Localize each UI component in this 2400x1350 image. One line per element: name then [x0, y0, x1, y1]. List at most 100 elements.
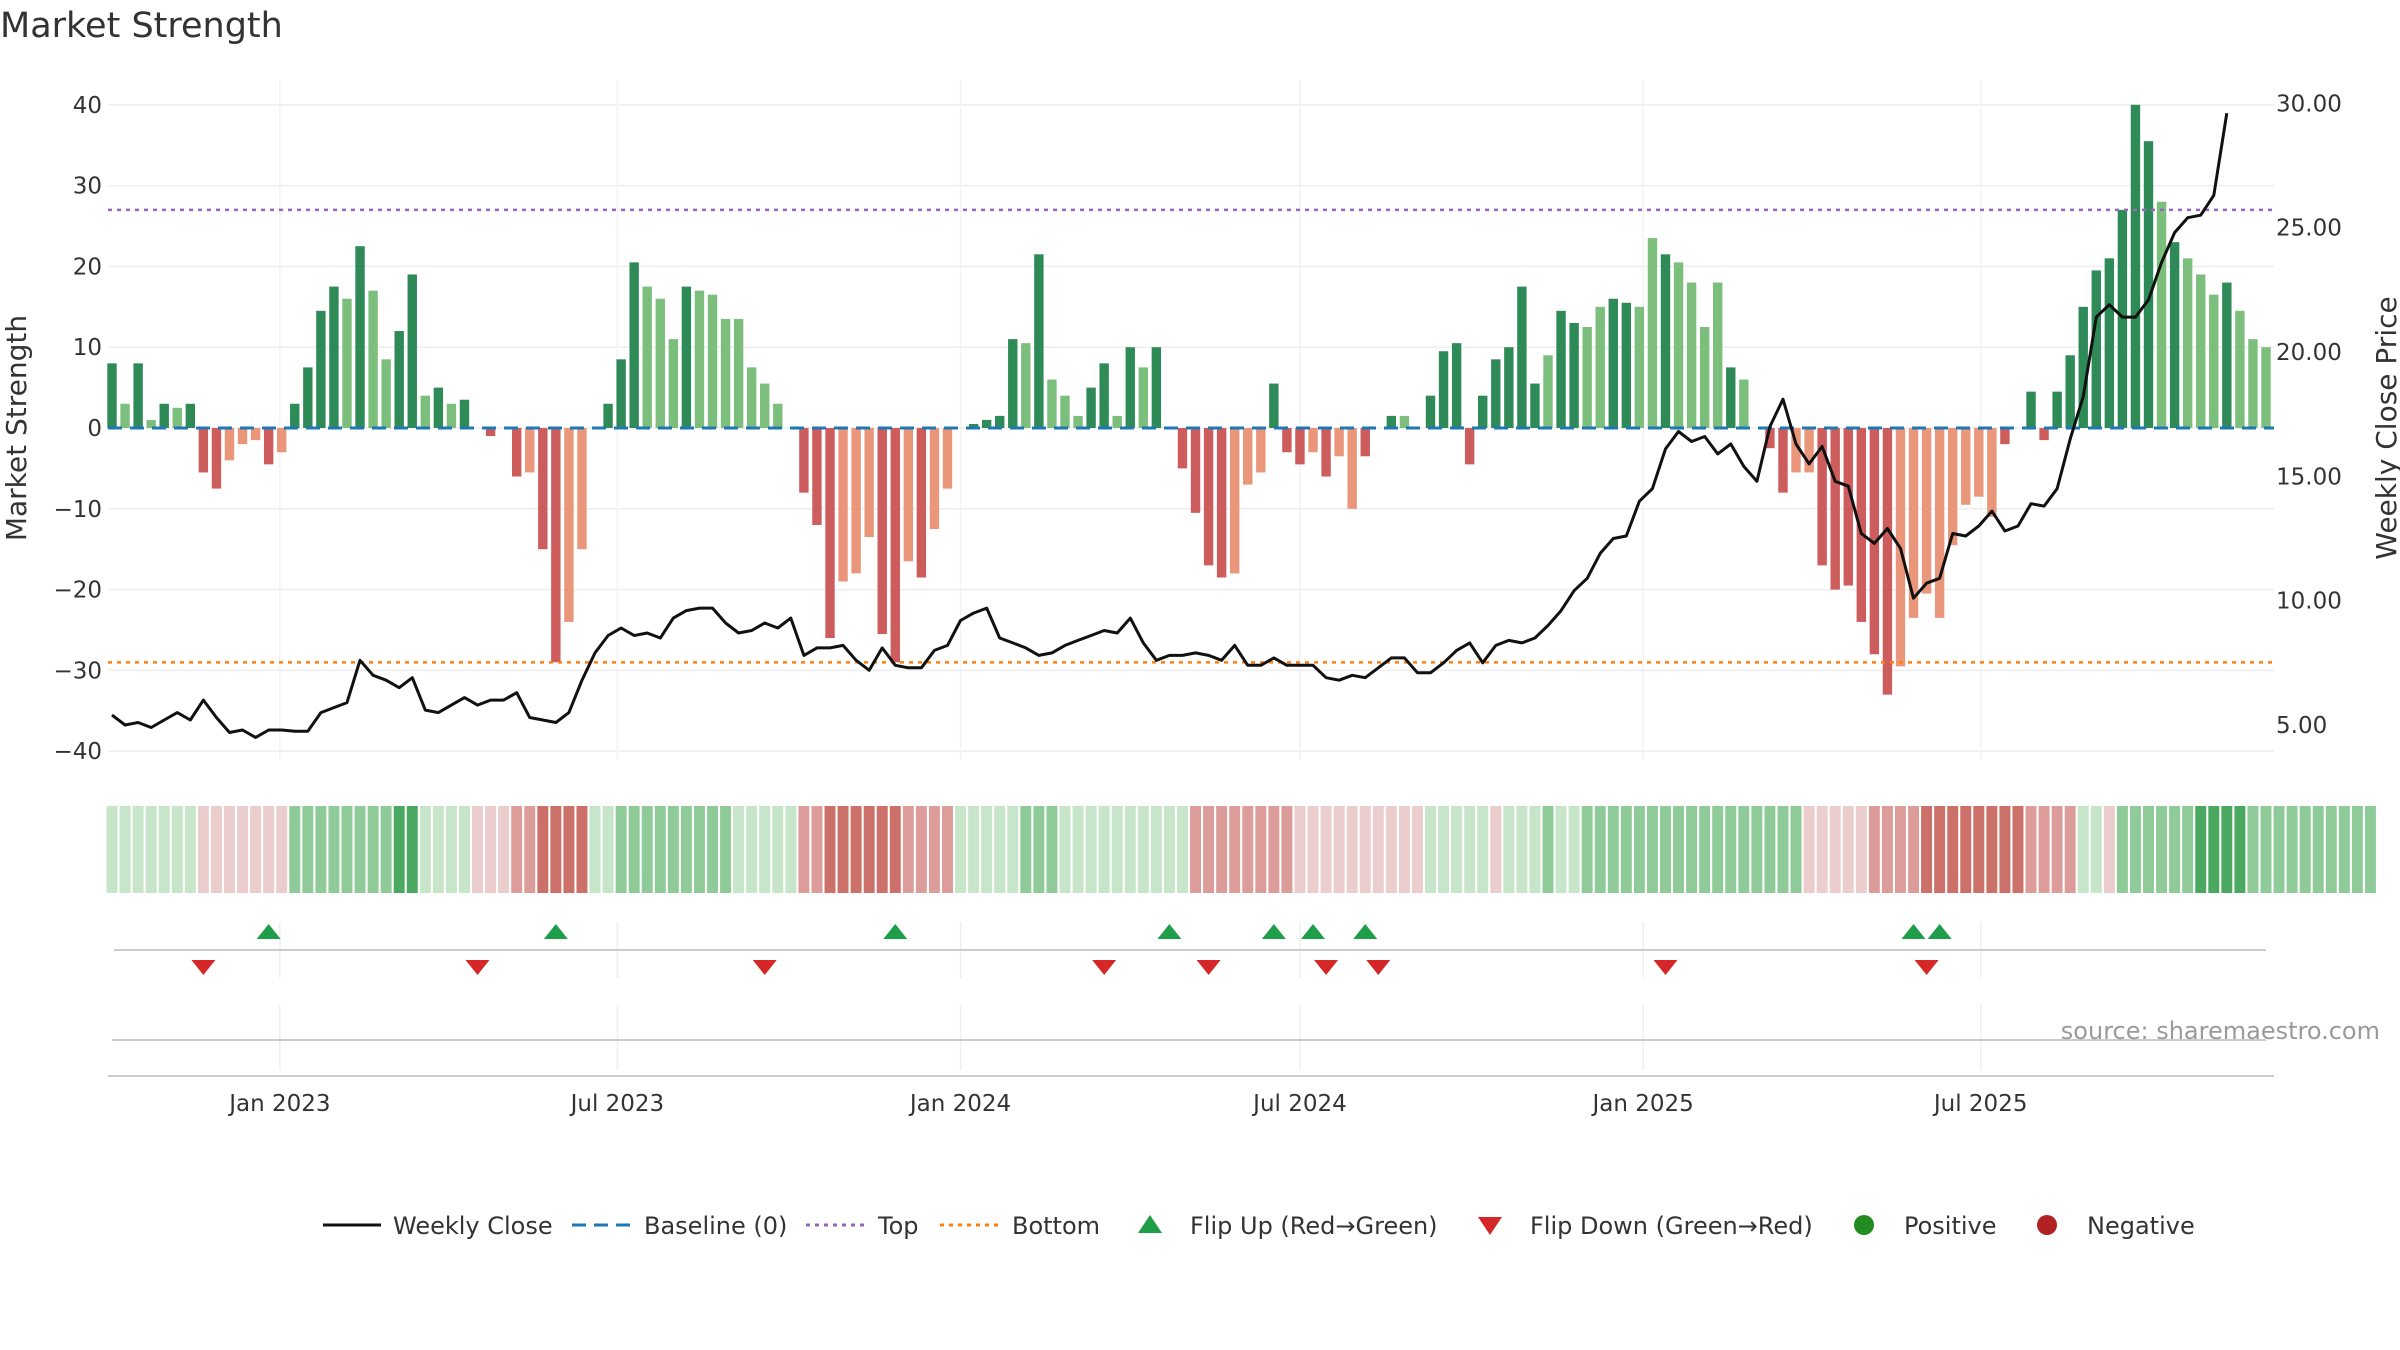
strip-cell [354, 806, 366, 893]
strength-bar [1908, 428, 1919, 618]
strength-bar [1673, 262, 1684, 428]
strip-cell [942, 806, 953, 893]
strength-bar [1974, 428, 1984, 497]
strength-bar [1595, 306, 1605, 428]
strip-cell [1673, 806, 1685, 893]
strip-cell [1999, 806, 2011, 893]
strength-bar [1804, 428, 1814, 473]
strength-bar [224, 428, 235, 461]
strip-cell [2051, 806, 2063, 893]
legend-item: Bottom [940, 1212, 1100, 1240]
strip-cell [302, 806, 314, 893]
strip-cell [1451, 806, 1463, 893]
strip-cell [1190, 806, 1202, 893]
strip-cell [1281, 806, 1293, 893]
strength-bar [329, 286, 339, 428]
legend-dot-icon [2037, 1215, 2057, 1235]
strength-bar [1047, 379, 1057, 428]
strength-bar [655, 298, 665, 428]
flip-up-marker [1901, 924, 1926, 939]
strength-bar [342, 298, 352, 428]
y2-tick-label: 30.00 [2276, 91, 2342, 117]
strip-cell [380, 806, 392, 893]
legend-item: Baseline (0) [572, 1212, 787, 1240]
y-tick-label: 10 [73, 335, 102, 361]
strength-bar [1543, 355, 1553, 428]
strip-cell [550, 806, 562, 893]
strength-bar [1765, 428, 1775, 449]
strip-cell [968, 806, 980, 893]
y-tick-label: 0 [87, 416, 102, 442]
strip-cell [928, 806, 940, 893]
strip-cell [563, 806, 575, 893]
strength-bar [172, 407, 182, 428]
strength-bar [355, 246, 365, 428]
legend-label: Flip Down (Green→Red) [1530, 1212, 1813, 1240]
strip-cell [1816, 806, 1828, 893]
strip-cell [2090, 806, 2102, 893]
strength-bar [2196, 274, 2206, 428]
strength-bar [1295, 428, 1305, 465]
strength-bar [198, 428, 209, 473]
strength-bar [2117, 209, 2128, 428]
strength-bar [1713, 282, 1723, 428]
strip-cell [602, 806, 614, 893]
strength-bar [290, 403, 300, 428]
strip-cell [1203, 806, 1215, 893]
strip-cell [1033, 806, 1045, 893]
strip-cell [1072, 806, 1084, 893]
flip-down-marker [1366, 960, 1391, 975]
strip-cell [1398, 806, 1410, 893]
strength-bar [903, 428, 914, 562]
strength-bar [368, 290, 378, 428]
strength-bar [303, 367, 313, 428]
strip-cell [1307, 806, 1319, 893]
strength-bar [2248, 339, 2258, 428]
flip-down-marker [1914, 960, 1939, 975]
strength-bar [459, 399, 470, 428]
strip-cell [263, 806, 275, 893]
strength-bar [1921, 428, 1932, 594]
strip-cell [628, 806, 640, 893]
strength-bar [1282, 428, 1292, 453]
flip-up-marker [1301, 924, 1326, 939]
strength-bar [316, 310, 326, 428]
strength-bar [1125, 347, 1135, 428]
strength-bar [120, 403, 130, 428]
strip-cell [1699, 806, 1711, 893]
strength-bar [851, 428, 861, 574]
strip-cell [1503, 806, 1515, 893]
strip-cell [2156, 806, 2168, 893]
strip-cell [1020, 806, 1032, 893]
strength-bar [1987, 428, 1997, 517]
strength-bar [1386, 415, 1397, 428]
strip-cell [615, 806, 627, 893]
strip-cell [432, 806, 444, 893]
chart-title: Market Strength [0, 6, 283, 46]
strip-cell [2025, 806, 2037, 893]
strip-cell [472, 806, 484, 893]
strip-cell [1712, 806, 1724, 893]
strip-cell [837, 806, 849, 893]
strength-bar [211, 428, 222, 489]
strip-cell [1111, 806, 1123, 893]
strength-bar [668, 339, 679, 428]
legend-triangle-down-icon [1478, 1217, 1502, 1235]
y2-tick-label: 5.00 [2276, 713, 2327, 739]
strip-cell [393, 806, 405, 893]
strip-cell [2169, 806, 2181, 893]
strip-cell [524, 806, 536, 893]
flip-up-marker [1157, 924, 1182, 939]
signal-dots-panel [108, 1039, 2274, 1077]
strength-bar [1425, 395, 1436, 428]
strip-cell [1764, 806, 1776, 893]
strip-cell [1633, 806, 1645, 893]
strip-cell [1581, 806, 1593, 893]
strip-cell [2143, 806, 2154, 893]
strength-bar [1399, 415, 1410, 428]
strip-cell [667, 806, 679, 893]
strength-heat-strip [106, 806, 2376, 893]
flip-up-marker [1927, 924, 1952, 939]
strip-cell [1542, 806, 1554, 893]
